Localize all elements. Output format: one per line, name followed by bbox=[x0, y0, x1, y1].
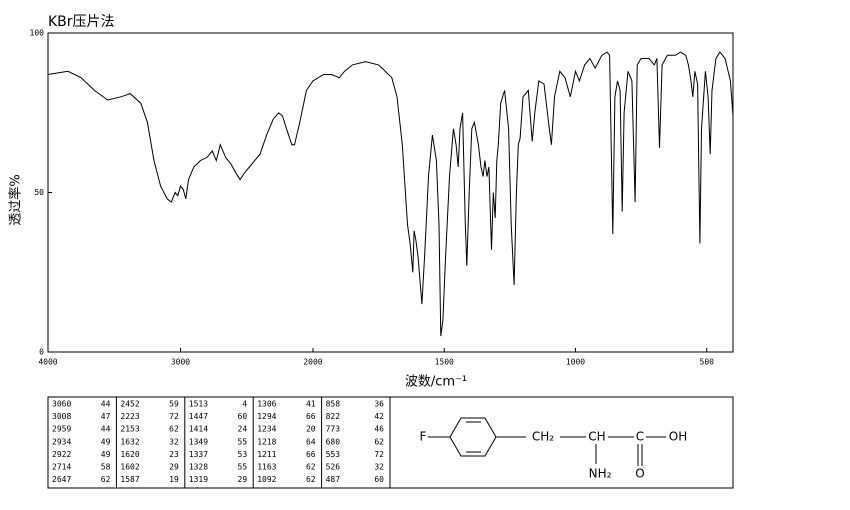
peak-wavenumber: 1092 bbox=[257, 475, 276, 484]
peak-wavenumber: 2452 bbox=[120, 400, 139, 409]
peak-transmittance: 19 bbox=[169, 475, 179, 484]
peak-wavenumber: 1163 bbox=[257, 463, 276, 472]
x-tick-label: 4000 bbox=[38, 358, 57, 367]
peak-wavenumber: 553 bbox=[326, 450, 341, 459]
peak-transmittance: 32 bbox=[374, 463, 384, 472]
spectrum-line bbox=[47, 51, 734, 337]
peak-wavenumber: 2959 bbox=[52, 425, 71, 434]
y-tick-label: 100 bbox=[30, 29, 45, 38]
peak-transmittance: 47 bbox=[101, 412, 111, 421]
peak-transmittance: 20 bbox=[306, 425, 316, 434]
peak-wavenumber: 2647 bbox=[52, 475, 71, 484]
peak-transmittance: 60 bbox=[238, 412, 248, 421]
peak-wavenumber: 1513 bbox=[189, 400, 208, 409]
peak-transmittance: 62 bbox=[306, 463, 316, 472]
peak-wavenumber: 1211 bbox=[257, 450, 276, 459]
structure-label: O bbox=[635, 467, 644, 481]
peak-wavenumber: 1234 bbox=[257, 425, 276, 434]
peak-wavenumber: 858 bbox=[326, 400, 341, 409]
structure-label: CH bbox=[588, 430, 605, 444]
plot-frame bbox=[47, 32, 734, 353]
x-tick-label: 2000 bbox=[303, 358, 322, 367]
peak-wavenumber: 1447 bbox=[189, 412, 208, 421]
y-tick-label: 0 bbox=[39, 348, 44, 357]
peak-transmittance: 36 bbox=[374, 400, 384, 409]
x-tick-label: 1500 bbox=[435, 358, 454, 367]
peak-transmittance: 49 bbox=[101, 437, 111, 446]
peak-wavenumber: 822 bbox=[326, 412, 341, 421]
chart-title: KBr压片法 bbox=[48, 14, 115, 30]
structure bbox=[428, 417, 666, 466]
peak-wavenumber: 1632 bbox=[120, 437, 139, 446]
peak-transmittance: 58 bbox=[101, 463, 111, 472]
peak-transmittance: 29 bbox=[169, 463, 179, 472]
peak-transmittance: 24 bbox=[238, 425, 248, 434]
peak-transmittance: 53 bbox=[238, 450, 248, 459]
peak-transmittance: 44 bbox=[101, 425, 111, 434]
peak-wavenumber: 2934 bbox=[52, 437, 71, 446]
peak-wavenumber: 680 bbox=[326, 437, 341, 446]
peak-wavenumber: 1328 bbox=[189, 463, 208, 472]
peak-wavenumber: 1218 bbox=[257, 437, 276, 446]
peak-transmittance: 55 bbox=[238, 437, 248, 446]
peak-wavenumber: 1294 bbox=[257, 412, 276, 421]
peak-transmittance: 62 bbox=[306, 475, 316, 484]
peak-transmittance: 72 bbox=[374, 450, 384, 459]
y-tick-label: 50 bbox=[34, 188, 44, 197]
peak-wavenumber: 1349 bbox=[189, 437, 208, 446]
x-tick-label: 500 bbox=[700, 358, 715, 367]
peak-wavenumber: 1319 bbox=[189, 475, 208, 484]
peak-transmittance: 55 bbox=[238, 463, 248, 472]
peak-transmittance: 23 bbox=[169, 450, 179, 459]
peak-transmittance: 29 bbox=[238, 475, 248, 484]
peak-wavenumber: 1414 bbox=[189, 425, 208, 434]
benzene-ring bbox=[449, 417, 497, 457]
structure-label: CH₂ bbox=[532, 430, 554, 444]
peak-transmittance: 66 bbox=[306, 450, 316, 459]
peak-wavenumber: 2922 bbox=[52, 450, 71, 459]
peak-wavenumber: 487 bbox=[326, 475, 341, 484]
peak-transmittance: 62 bbox=[374, 437, 384, 446]
peak-transmittance: 59 bbox=[169, 400, 179, 409]
x-tick-label: 3000 bbox=[171, 358, 190, 367]
peak-wavenumber: 2223 bbox=[120, 412, 139, 421]
peak-wavenumber: 1587 bbox=[120, 475, 139, 484]
peak-wavenumber: 2714 bbox=[52, 463, 71, 472]
x-tick-label: 1000 bbox=[566, 358, 585, 367]
peak-transmittance: 44 bbox=[101, 400, 111, 409]
peak-wavenumber: 526 bbox=[326, 463, 341, 472]
x-axis-label: 波数/cm⁻¹ bbox=[405, 375, 467, 390]
structure-label: OH bbox=[669, 430, 687, 444]
peak-wavenumber: 1620 bbox=[120, 450, 139, 459]
peak-wavenumber: 1337 bbox=[189, 450, 208, 459]
peak-wavenumber: 3060 bbox=[52, 400, 71, 409]
peak-transmittance: 46 bbox=[374, 425, 384, 434]
peak-transmittance: 49 bbox=[101, 450, 111, 459]
structure-label: C bbox=[636, 430, 644, 444]
structure-label: NH₂ bbox=[589, 467, 612, 481]
structure-label: F bbox=[420, 430, 427, 444]
peak-wavenumber: 2153 bbox=[120, 425, 139, 434]
y-axis-label: 透过率% bbox=[8, 174, 24, 225]
peak-transmittance: 4 bbox=[242, 400, 247, 409]
peak-wavenumber: 773 bbox=[326, 425, 341, 434]
peak-wavenumber: 3008 bbox=[52, 412, 71, 421]
peak-transmittance: 64 bbox=[306, 437, 316, 446]
peak-transmittance: 72 bbox=[169, 412, 179, 421]
peak-transmittance: 32 bbox=[169, 437, 179, 446]
peak-transmittance: 62 bbox=[101, 475, 111, 484]
peak-transmittance: 41 bbox=[306, 400, 316, 409]
peak-wavenumber: 1602 bbox=[120, 463, 139, 472]
peak-wavenumber: 1306 bbox=[257, 400, 276, 409]
peak-transmittance: 62 bbox=[169, 425, 179, 434]
peak-transmittance: 42 bbox=[374, 412, 384, 421]
peak-transmittance: 66 bbox=[306, 412, 316, 421]
peak-transmittance: 60 bbox=[374, 475, 384, 484]
